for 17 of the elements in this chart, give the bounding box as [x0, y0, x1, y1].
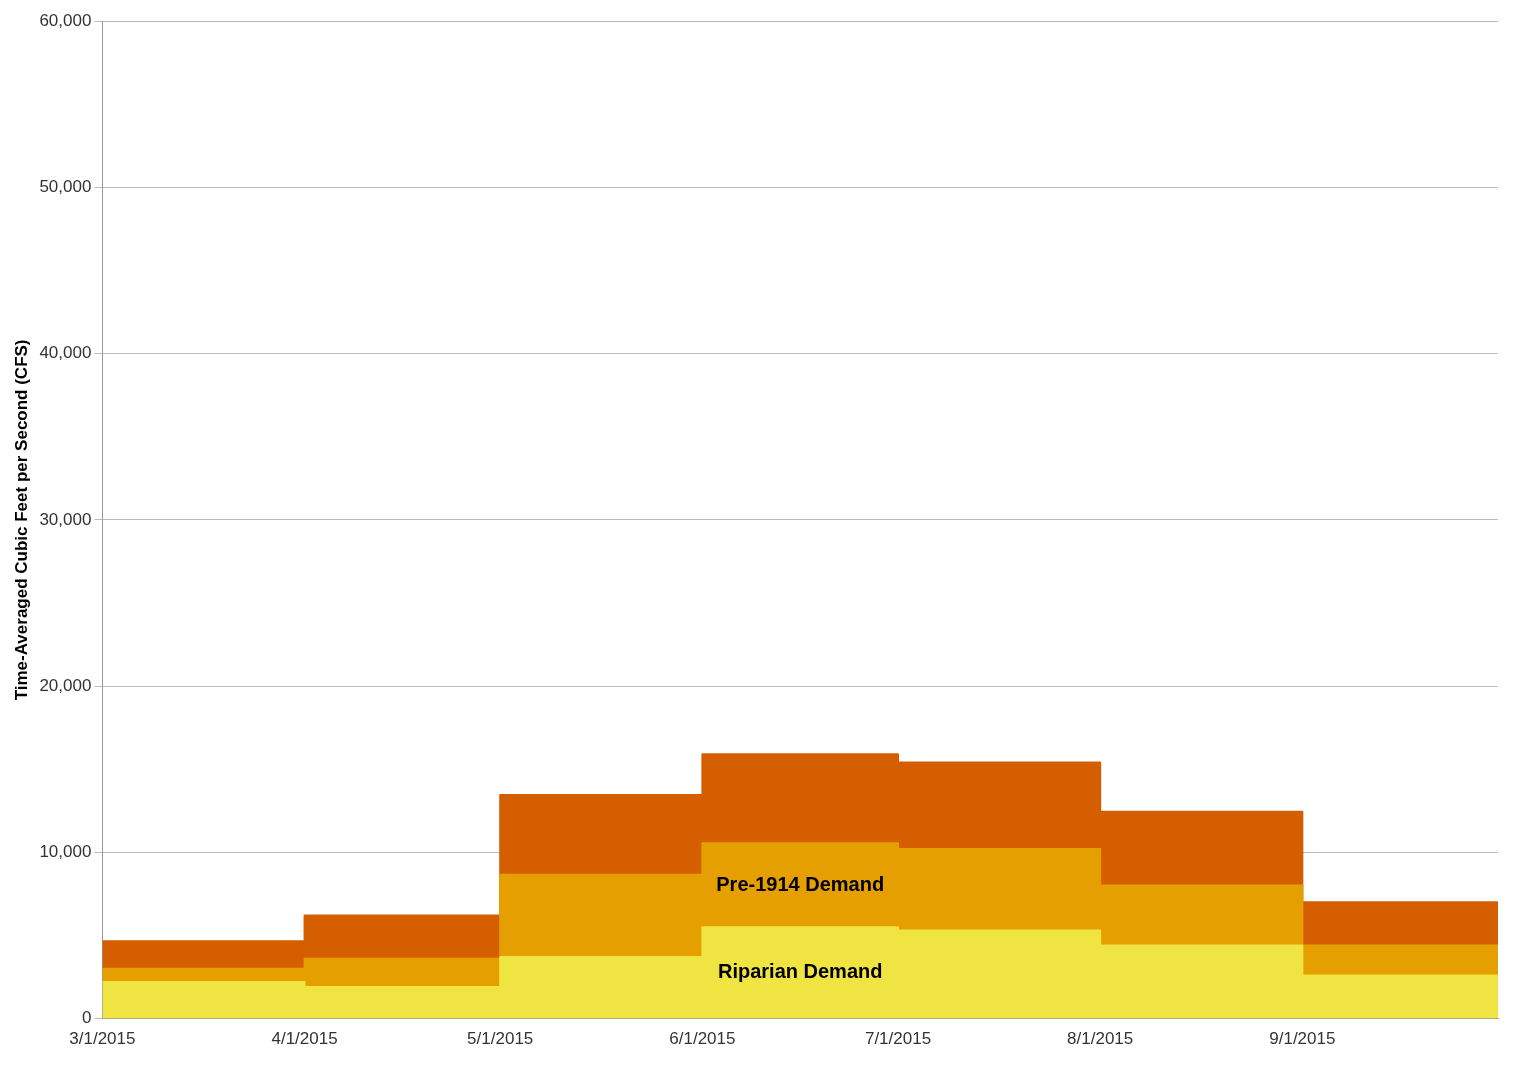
x-tick-label: 4/1/2015 — [271, 1029, 338, 1049]
x-tick-label: 3/1/2015 — [69, 1029, 136, 1049]
series-label: Pre-1914 Demand — [716, 872, 885, 895]
x-tick-label: 9/1/2015 — [1269, 1029, 1336, 1049]
x-tick-label: 6/1/2015 — [669, 1029, 736, 1049]
y-tick-label: 50,000 — [39, 177, 92, 197]
y-tick-label: 20,000 — [39, 675, 92, 695]
x-tick-label: 8/1/2015 — [1067, 1029, 1134, 1049]
series-label: Riparian Demand — [717, 960, 883, 983]
y-tick-label: 10,000 — [39, 842, 92, 862]
y-tick-label: 40,000 — [39, 343, 92, 363]
y-tick-label: 0 — [81, 1008, 92, 1028]
x-tick-label: 5/1/2015 — [467, 1029, 534, 1049]
x-tick-label: 7/1/2015 — [864, 1029, 932, 1049]
y-tick-label: 60,000 — [39, 10, 92, 30]
y-tick-label: 30,000 — [39, 509, 92, 529]
y-axis-title: Time-Averaged Cubic Feet per Second (CFS) — [11, 339, 31, 701]
